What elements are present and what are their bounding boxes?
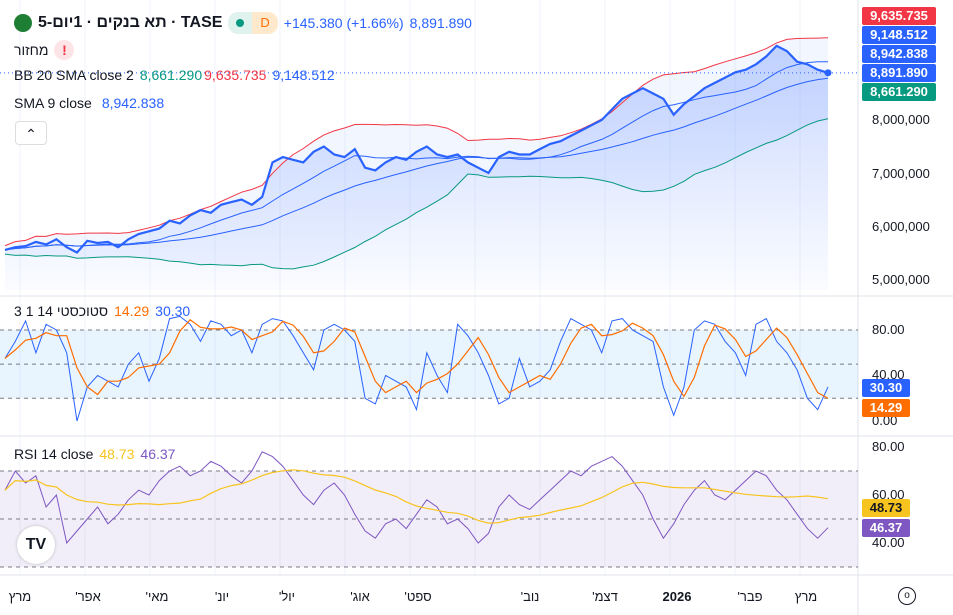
bb-lower-value: 8,661.290 <box>139 67 203 83</box>
exchange-logo-icon <box>14 14 32 32</box>
rsi-legend[interactable]: RSI 14 close 48.73 46.37 <box>14 446 175 462</box>
price-tick: 7,000,000 <box>872 166 930 181</box>
rsi-badge: 46.37 <box>862 519 910 537</box>
symbol-legend: 5-תא בנקים · 1יום · TASE D +145.380 (+1.… <box>14 12 472 34</box>
last-price: 8,891.890 <box>409 15 472 31</box>
chart-settings-icon[interactable]: o <box>898 587 916 605</box>
rsi-ma-value: 48.73 <box>99 446 135 462</box>
time-label: 'אפר <box>75 589 101 604</box>
last-price-badge: 8,891.890 <box>862 64 936 82</box>
stoch-tick: 40.00 <box>872 367 905 382</box>
rsi-tick: 40.00 <box>872 535 905 550</box>
time-label: 2026 <box>662 589 692 604</box>
bb-basis-value: 9,148.512 <box>272 67 335 83</box>
warning-icon[interactable]: ! <box>54 40 75 60</box>
rsi-label: RSI 14 close <box>14 446 94 462</box>
tradingview-logo[interactable]: TV <box>17 526 55 564</box>
last-price-dot <box>824 69 832 77</box>
time-label: 'דצמ <box>592 589 618 604</box>
time-label: 'ספט <box>404 589 432 604</box>
price-tick: 8,000,000 <box>872 112 930 127</box>
stoch-k-line <box>4 315 829 422</box>
time-label: מרץ <box>8 589 32 604</box>
price-area <box>5 45 828 290</box>
sma-value: 8,942.838 <box>101 95 165 111</box>
rsi-value: 46.37 <box>140 446 176 462</box>
price-tick: 6,000,000 <box>872 219 930 234</box>
time-label: 'אוג <box>350 589 370 604</box>
sma-legend[interactable]: SMA 9 close 8,942.838 <box>14 95 164 111</box>
time-label: 'מאי <box>145 589 169 604</box>
stoch-k-value: 30.30 <box>155 303 191 319</box>
time-label: 'פבר <box>737 589 763 604</box>
stoch-k-badge: 30.30 <box>862 379 910 397</box>
stoch-d-value: 14.29 <box>114 303 150 319</box>
bb-upper-badge: 9,635.735 <box>862 7 936 25</box>
stoch-legend[interactable]: סטוכסטי 14 1 3 14.29 30.30 <box>14 303 190 319</box>
bb-upper-value: 9,635.735 <box>204 67 267 83</box>
time-label: 'יול <box>278 589 296 604</box>
rsi-ma-line <box>4 469 829 524</box>
market-open-dot-icon <box>228 12 253 34</box>
stoch-label: סטוכסטי 14 1 3 <box>14 303 109 319</box>
bb-upper-line <box>4 37 829 247</box>
rsi-tick: 80.00 <box>872 439 905 454</box>
symbol-title[interactable]: 5-תא בנקים · 1יום · TASE <box>38 14 223 31</box>
bb-lower-line <box>4 118 829 270</box>
price-tick: 5,000,000 <box>872 272 930 287</box>
sma-label: SMA 9 close <box>14 95 92 111</box>
interval-badge: D <box>252 12 278 34</box>
market-status-badge[interactable]: D <box>228 12 278 34</box>
bb-legend[interactable]: BB 20 SMA close 2 8,661.290 9,635.735 9,… <box>14 67 335 83</box>
time-label: 'יונ <box>214 589 230 604</box>
volume-legend: מחזור ! <box>14 40 75 60</box>
stoch-d-badge: 14.29 <box>862 399 910 417</box>
volume-label[interactable]: מחזור <box>14 42 49 58</box>
sma-line <box>4 61 829 251</box>
time-label: 'נוב <box>520 589 540 604</box>
bb-label: BB 20 SMA close 2 <box>14 67 134 83</box>
bb-band-fill <box>5 37 828 269</box>
sma-badge: 8,942.838 <box>862 45 936 63</box>
time-label: מרץ <box>794 589 818 604</box>
rsi-tick: 60.00 <box>872 487 905 502</box>
price-line <box>4 44 829 254</box>
stoch-d-line <box>4 318 829 399</box>
collapse-legend-button[interactable]: ⌃ <box>15 121 47 145</box>
change-value: +145.380 (+1.66%) <box>283 15 404 31</box>
bb-basis-line <box>4 77 829 251</box>
bb-basis-badge: 9,148.512 <box>862 26 936 44</box>
rsi-ma-badge: 48.73 <box>862 499 910 517</box>
stoch-tick: 80.00 <box>872 322 905 337</box>
bb-lower-badge: 8,661.290 <box>862 83 936 101</box>
rsi-line <box>4 451 829 545</box>
